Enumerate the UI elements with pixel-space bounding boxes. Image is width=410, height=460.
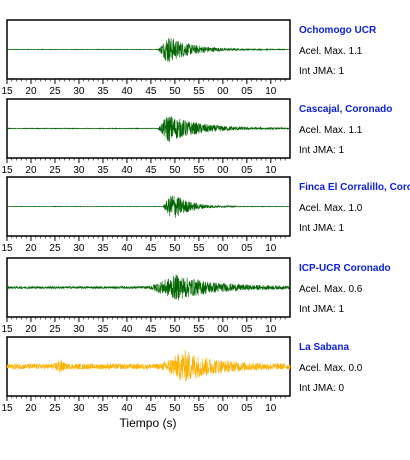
max-acceleration: Acel. Max. 1.1 — [299, 125, 363, 136]
waveform-series — [6, 116, 291, 142]
x-tick-label: 50 — [169, 403, 181, 414]
x-tick-label: 45 — [145, 403, 157, 414]
x-tick-label: 25 — [49, 243, 61, 254]
waveform-series — [6, 349, 291, 382]
x-tick-label: 30 — [73, 165, 85, 176]
x-tick-label: 10 — [265, 324, 277, 335]
x-tick-label: 15 — [1, 403, 13, 414]
x-tick-label: 40 — [121, 165, 133, 176]
x-tick-label: 45 — [145, 324, 157, 335]
station-name: La Sabana — [299, 342, 349, 353]
x-tick-label: 25 — [49, 165, 61, 176]
x-tick-label: 35 — [97, 243, 109, 254]
jma-intensity: Int JMA: 1 — [299, 66, 344, 77]
panel-1: 15 20 25 30 35 40 45 50 55 00 05 10 Ochomogo UCR Acel… — [1, 19, 377, 97]
x-tick-label: 30 — [73, 324, 85, 335]
x-tick-label: 20 — [25, 243, 37, 254]
x-tick-label: 35 — [97, 324, 109, 335]
panel-3: 15 20 25 30 35 40 45 50 55 00 05 10 Finca El Corrali… — [1, 176, 410, 254]
x-tick-label: 30 — [73, 86, 85, 97]
x-tick-label: 50 — [169, 324, 181, 335]
x-tick-label: 55 — [193, 243, 205, 254]
x-tick-label: 50 — [169, 243, 181, 254]
x-tick-label: 40 — [121, 243, 133, 254]
x-tick-label: 10 — [265, 403, 277, 414]
waveform-series — [6, 274, 291, 301]
x-tick-label: 55 — [193, 86, 205, 97]
x-tick-label: 20 — [25, 165, 37, 176]
panel-5: 15 20 25 30 35 40 45 50 55 00 05 10 La Sabana Acel. M… — [1, 336, 363, 414]
x-tick-label: 15 — [1, 86, 13, 97]
x-tick-label: 20 — [25, 324, 37, 335]
x-tick-label: 35 — [97, 165, 109, 176]
x-tick-label: 10 — [265, 243, 277, 254]
x-tick-label: 30 — [73, 403, 85, 414]
x-tick-label: 00 — [217, 165, 229, 176]
x-tick-label: 25 — [49, 324, 61, 335]
x-tick-label: 45 — [145, 243, 157, 254]
x-axis-label: Tiempo (s) — [120, 416, 177, 430]
x-tick-label: 40 — [121, 324, 133, 335]
x-tick-label: 30 — [73, 243, 85, 254]
x-tick-label: 15 — [1, 324, 13, 335]
panel-2: 15 20 25 30 35 40 45 50 55 00 05 10 Cascajal, Corona… — [1, 98, 392, 176]
x-tick-label: 15 — [1, 243, 13, 254]
x-tick-label: 05 — [241, 403, 253, 414]
jma-intensity: Int JMA: 1 — [299, 145, 344, 156]
x-tick-label: 40 — [121, 403, 133, 414]
x-tick-label: 25 — [49, 86, 61, 97]
jma-intensity: Int JMA: 1 — [299, 304, 344, 315]
x-tick-label: 00 — [217, 403, 229, 414]
x-tick-label: 55 — [193, 165, 205, 176]
station-name: ICP-UCR Coronado — [299, 263, 391, 274]
x-tick-label: 50 — [169, 165, 181, 176]
x-tick-label: 10 — [265, 165, 277, 176]
x-tick-label: 00 — [217, 243, 229, 254]
x-tick-label: 15 — [1, 165, 13, 176]
jma-intensity: Int JMA: 1 — [299, 223, 344, 234]
x-tick-label: 05 — [241, 243, 253, 254]
max-acceleration: Acel. Max. 1.0 — [299, 203, 363, 214]
max-acceleration: Acel. Max. 0.6 — [299, 284, 363, 295]
x-tick-label: 00 — [217, 86, 229, 97]
station-name: Cascajal, Coronado — [299, 104, 392, 115]
x-tick-label: 45 — [145, 165, 157, 176]
x-tick-label: 35 — [97, 86, 109, 97]
x-tick-label: 55 — [193, 403, 205, 414]
x-tick-label: 55 — [193, 324, 205, 335]
x-tick-label: 20 — [25, 403, 37, 414]
waveform-series — [6, 195, 291, 218]
x-tick-label: 00 — [217, 324, 229, 335]
x-tick-label: 20 — [25, 86, 37, 97]
x-tick-label: 35 — [97, 403, 109, 414]
x-tick-label: 40 — [121, 86, 133, 97]
jma-intensity: Int JMA: 0 — [299, 383, 344, 394]
panels-group: 15 20 25 30 35 40 45 50 55 00 05 10 Ochomogo UCR Acel… — [1, 19, 410, 414]
waveform-series — [6, 38, 291, 63]
x-tick-label: 10 — [265, 86, 277, 97]
x-tick-label: 05 — [241, 86, 253, 97]
max-acceleration: Acel. Max. 1.1 — [299, 46, 363, 57]
station-name: Finca El Corralillo, Coronado — [299, 182, 410, 193]
max-acceleration: Acel. Max. 0.0 — [299, 363, 363, 374]
x-tick-label: 50 — [169, 86, 181, 97]
x-tick-label: 45 — [145, 86, 157, 97]
x-tick-label: 25 — [49, 403, 61, 414]
x-tick-label: 05 — [241, 165, 253, 176]
station-name: Ochomogo UCR — [299, 25, 377, 36]
x-tick-label: 05 — [241, 324, 253, 335]
panel-4: 15 20 25 30 35 40 45 50 55 00 05 10 ICP-UCR Coronado… — [1, 257, 391, 335]
